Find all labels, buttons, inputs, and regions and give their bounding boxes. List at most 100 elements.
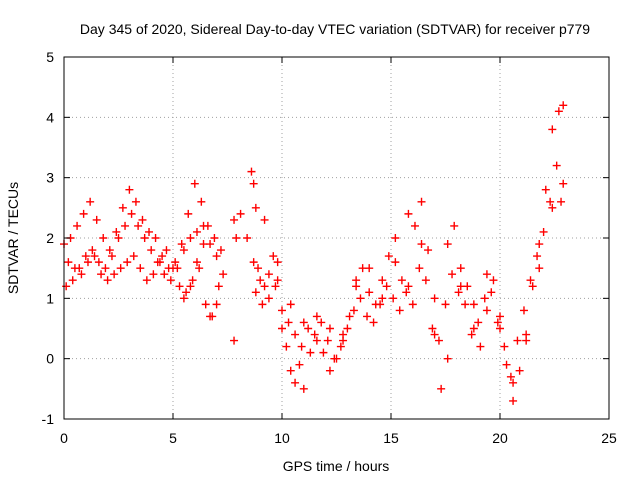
data-point (554, 107, 563, 116)
data-point (502, 360, 511, 369)
x-tick-label: 5 (169, 430, 177, 446)
data-point (496, 312, 504, 321)
data-point (434, 336, 443, 345)
data-point (317, 318, 326, 327)
data-point (487, 288, 496, 297)
data-point (441, 300, 450, 309)
data-point (450, 221, 459, 230)
data-point (352, 276, 361, 285)
data-point (105, 246, 114, 255)
data-point (142, 276, 151, 285)
data-point (278, 306, 286, 315)
data-point (278, 324, 286, 333)
data-point (92, 215, 101, 224)
data-point (480, 294, 489, 303)
series-track-e (251, 161, 568, 381)
data-point (73, 221, 82, 230)
data-point (94, 258, 103, 267)
data-point (489, 276, 498, 285)
data-point (522, 336, 531, 345)
data-point (210, 234, 219, 242)
data-point (559, 101, 568, 110)
data-point (410, 221, 419, 230)
data-point (404, 209, 413, 218)
data-point (129, 252, 138, 261)
data-point (404, 282, 413, 291)
data-point (343, 324, 352, 333)
data-point (482, 306, 491, 315)
data-point (251, 203, 260, 212)
data-point (70, 264, 79, 273)
x-tick-label: 0 (60, 430, 68, 446)
data-point (77, 270, 86, 279)
data-point (103, 276, 112, 285)
data-point (62, 282, 71, 291)
data-point (90, 252, 99, 261)
data-point (310, 330, 319, 339)
data-point (415, 264, 424, 273)
data-point (535, 240, 544, 249)
data-point (559, 179, 568, 188)
data-point (493, 318, 502, 327)
data-point (192, 258, 201, 267)
data-point (430, 294, 439, 303)
data-point (474, 318, 483, 327)
data-point (162, 246, 171, 255)
series-track-c (64, 246, 223, 321)
data-point (286, 300, 295, 309)
data-point (526, 276, 535, 285)
data-point (389, 294, 398, 303)
data-point (291, 330, 300, 339)
data-point (443, 354, 452, 363)
data-point (149, 270, 158, 279)
data-point (506, 372, 515, 381)
data-point (251, 288, 260, 297)
y-tick-label: 3 (46, 170, 54, 186)
data-point (325, 366, 334, 375)
data-point (336, 342, 345, 351)
data-point (83, 258, 92, 267)
series-track-d (230, 101, 568, 405)
data-point (382, 282, 391, 291)
data-point (365, 288, 374, 297)
data-point (395, 306, 404, 315)
data-point (201, 300, 210, 309)
series-track-a (60, 179, 225, 273)
data-point (325, 324, 334, 333)
y-axis-label: SDTVAR / TECUs (5, 182, 21, 294)
data-point (509, 396, 518, 405)
x-tick-label: 25 (601, 430, 617, 446)
data-point (557, 197, 566, 206)
data-point (166, 276, 175, 285)
data-point (417, 197, 426, 206)
data-point (182, 288, 191, 297)
data-point (312, 312, 321, 321)
data-point (295, 360, 304, 369)
data-point (264, 270, 273, 279)
data-point (230, 215, 239, 224)
data-point (179, 246, 188, 255)
data-point (121, 221, 130, 230)
data-point (127, 209, 136, 218)
data-point (528, 282, 537, 291)
data-point (378, 276, 387, 285)
data-point (197, 197, 206, 206)
data-point (118, 203, 127, 212)
data-point (306, 348, 315, 357)
chart-title: Day 345 of 2020, Sidereal Day-to-day VTE… (80, 21, 590, 37)
data-point (147, 246, 156, 255)
data-point (469, 300, 478, 309)
data-point (323, 336, 332, 345)
data-point (186, 234, 195, 242)
data-point (86, 197, 95, 206)
data-point (260, 282, 269, 291)
y-tick-label: 1 (46, 290, 54, 306)
data-point (397, 276, 406, 285)
data-point (230, 336, 239, 345)
y-tick-label: -1 (42, 411, 55, 427)
data-point (131, 197, 140, 206)
data-point (214, 282, 223, 291)
data-point (284, 318, 293, 327)
x-tick-label: 10 (274, 430, 290, 446)
data-point (184, 209, 193, 218)
